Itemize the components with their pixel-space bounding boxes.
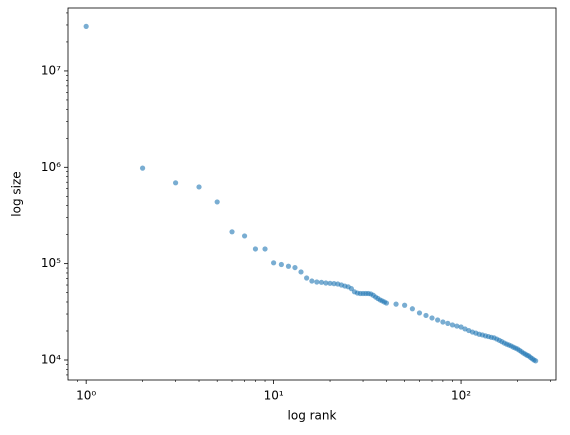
point (331, 281, 337, 287)
point (423, 312, 429, 319)
point (298, 269, 304, 275)
point (429, 315, 435, 321)
point (318, 279, 325, 285)
point (271, 260, 277, 266)
point (323, 280, 329, 286)
point (309, 278, 315, 284)
point (262, 246, 268, 252)
point (393, 301, 399, 307)
point (440, 319, 446, 325)
y-axis-label: log size (10, 171, 24, 216)
x-tick-label: 10² (451, 389, 471, 403)
point (285, 263, 292, 269)
x-tick-label: 10¹ (264, 389, 284, 403)
point (241, 233, 248, 239)
point (278, 261, 284, 268)
point (292, 264, 298, 271)
x-tick-label: 10⁰ (76, 389, 96, 403)
y-tick-label: 10⁷ (41, 63, 61, 77)
point (449, 322, 456, 328)
point (139, 165, 146, 171)
y-tick-label: 10⁵ (41, 256, 61, 270)
point (416, 310, 423, 316)
point (445, 320, 451, 326)
point (402, 302, 408, 308)
point (458, 324, 464, 330)
point (454, 323, 460, 329)
point (172, 180, 179, 186)
y-tick-label: 10⁶ (41, 160, 61, 174)
point (314, 279, 320, 285)
point (409, 306, 415, 312)
point (252, 246, 259, 252)
y-tick-label: 10⁴ (41, 352, 61, 366)
point (327, 280, 333, 286)
point (83, 23, 89, 29)
point (383, 300, 390, 306)
point (435, 317, 441, 323)
x-axis-label: log rank (288, 409, 337, 423)
plot-frame (67, 7, 557, 381)
point (533, 358, 539, 364)
point (214, 199, 220, 205)
point (304, 275, 310, 281)
point (229, 229, 235, 235)
point (196, 184, 202, 190)
